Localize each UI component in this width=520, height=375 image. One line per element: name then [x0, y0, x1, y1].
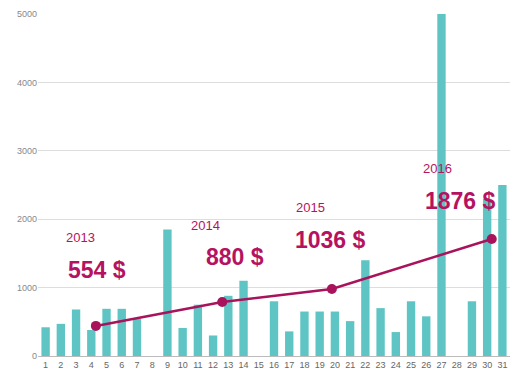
svg-text:13: 13 — [223, 360, 233, 370]
svg-text:24: 24 — [391, 360, 401, 370]
svg-text:8: 8 — [150, 360, 155, 370]
svg-text:2014: 2014 — [191, 218, 220, 233]
svg-text:15: 15 — [254, 360, 264, 370]
svg-text:17: 17 — [284, 360, 294, 370]
svg-text:30: 30 — [482, 360, 492, 370]
svg-text:1: 1 — [43, 360, 48, 370]
svg-text:5: 5 — [104, 360, 109, 370]
svg-text:554 $: 554 $ — [68, 257, 126, 283]
svg-text:18: 18 — [299, 360, 309, 370]
svg-text:880 $: 880 $ — [206, 244, 264, 270]
svg-text:4000: 4000 — [17, 78, 37, 88]
svg-text:31: 31 — [497, 360, 507, 370]
svg-text:3000: 3000 — [17, 146, 37, 156]
svg-text:0: 0 — [32, 351, 37, 361]
svg-text:25: 25 — [406, 360, 416, 370]
svg-text:27: 27 — [436, 360, 446, 370]
svg-text:7: 7 — [134, 360, 139, 370]
svg-text:1036 $: 1036 $ — [295, 227, 366, 253]
svg-text:4: 4 — [89, 360, 94, 370]
svg-text:2016: 2016 — [423, 161, 452, 176]
svg-text:10: 10 — [178, 360, 188, 370]
svg-text:1000: 1000 — [17, 283, 37, 293]
svg-text:21: 21 — [345, 360, 355, 370]
svg-text:3: 3 — [74, 360, 79, 370]
svg-text:11: 11 — [193, 360, 202, 370]
svg-text:2: 2 — [58, 360, 63, 370]
svg-text:2013: 2013 — [66, 230, 95, 245]
svg-text:16: 16 — [269, 360, 279, 370]
svg-text:2015: 2015 — [296, 200, 325, 215]
svg-text:1876 $: 1876 $ — [425, 188, 496, 214]
svg-text:5000: 5000 — [17, 9, 37, 19]
svg-text:12: 12 — [208, 360, 218, 370]
svg-text:26: 26 — [421, 360, 431, 370]
svg-text:29: 29 — [467, 360, 477, 370]
svg-text:6: 6 — [119, 360, 124, 370]
svg-text:23: 23 — [376, 360, 386, 370]
svg-text:28: 28 — [452, 360, 462, 370]
svg-text:9: 9 — [165, 360, 170, 370]
svg-text:14: 14 — [239, 360, 249, 370]
svg-text:2000: 2000 — [17, 214, 37, 224]
svg-text:22: 22 — [360, 360, 370, 370]
svg-text:19: 19 — [315, 360, 325, 370]
svg-text:20: 20 — [330, 360, 340, 370]
